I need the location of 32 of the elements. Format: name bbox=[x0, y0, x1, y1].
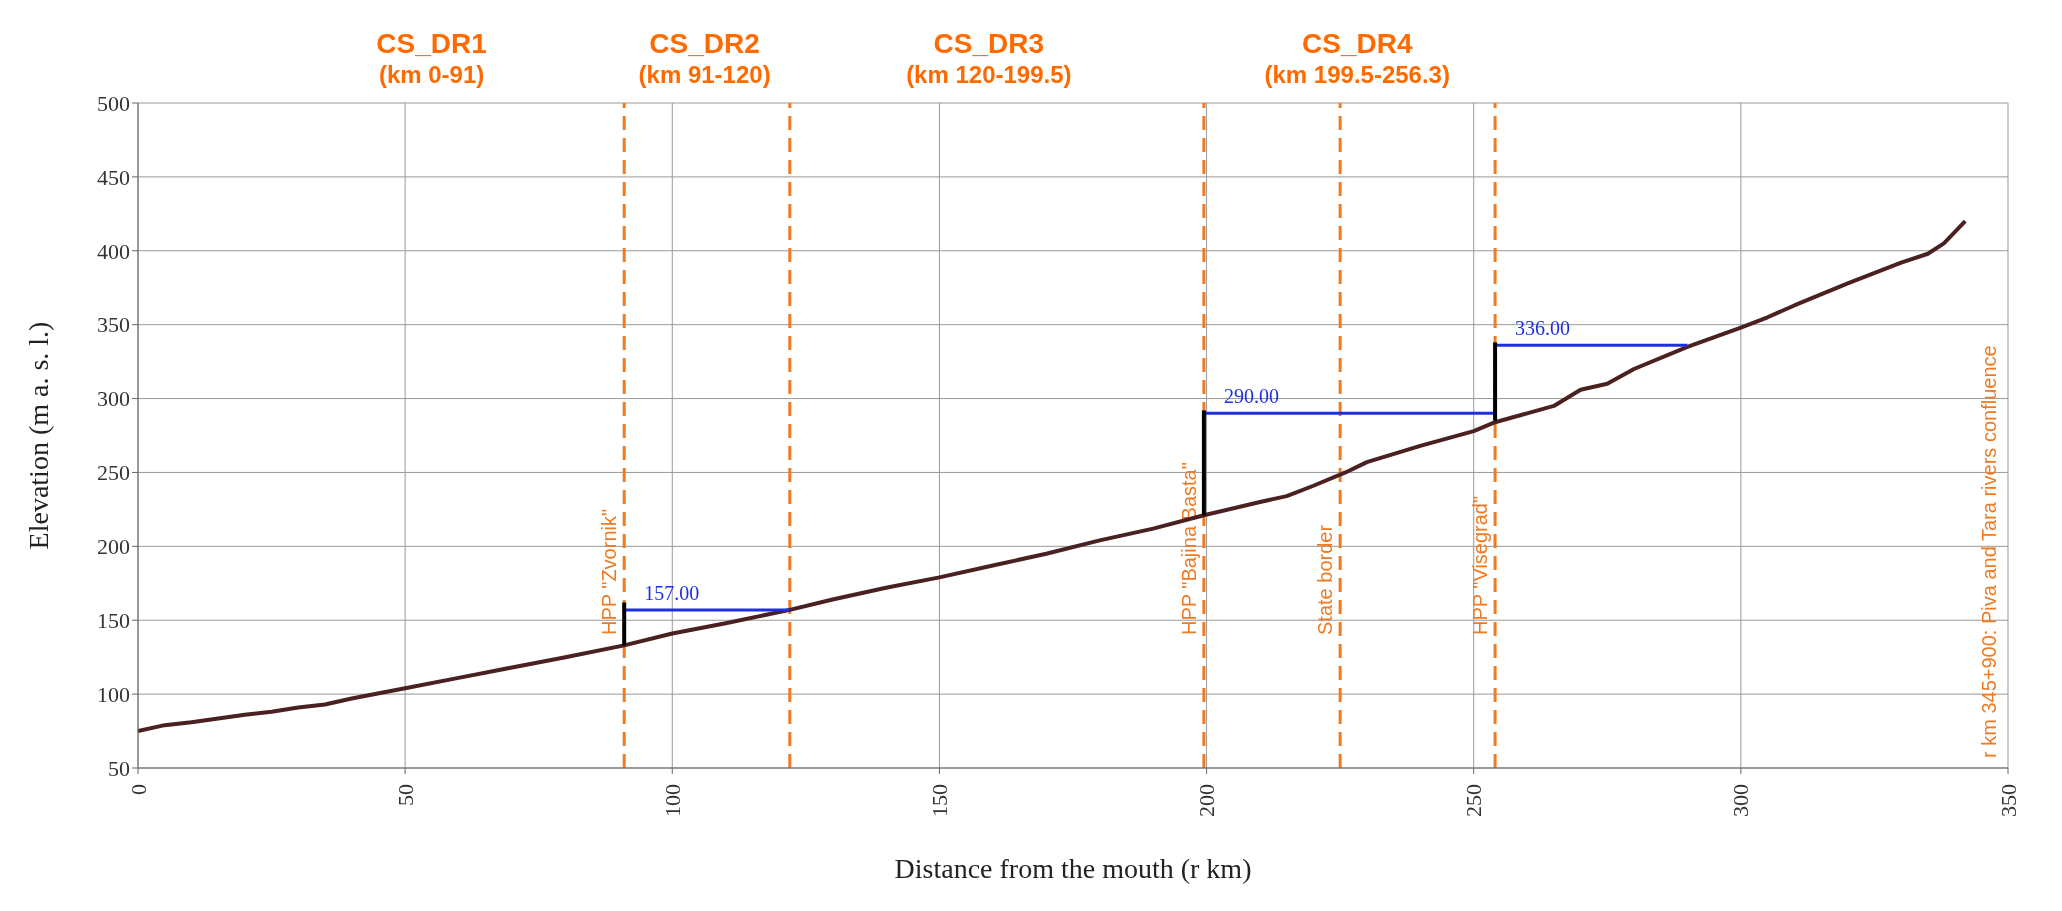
data-label: 290.00 bbox=[1223, 385, 1279, 408]
data-label: 336.00 bbox=[1515, 317, 1571, 340]
text: CS_DR1 (km 0-91) bbox=[376, 28, 487, 88]
text: CS_DR3 (km 120-199.5) bbox=[906, 28, 1072, 88]
x-tick-label: 50 bbox=[392, 784, 418, 806]
ref-line-label: HPP "Visegrad" bbox=[1469, 495, 1492, 635]
x-tick-label: 100 bbox=[659, 784, 685, 817]
x-tick-label: 300 bbox=[1728, 784, 1754, 817]
x-tick-label: 200 bbox=[1194, 784, 1220, 817]
x-tick-label: 350 bbox=[1995, 784, 2021, 817]
text: CS_DR4 (km 199.5-256.3) bbox=[1264, 28, 1450, 88]
y-tick-label: 450 bbox=[97, 164, 130, 190]
y-tick-label: 250 bbox=[97, 460, 130, 486]
data-label: 157.00 bbox=[644, 581, 700, 604]
y-tick-label: 300 bbox=[97, 386, 130, 412]
ref-line-label: State border bbox=[1314, 524, 1337, 635]
line-series bbox=[138, 219, 1968, 734]
y-axis-title: Elevation (m a. s. l.) bbox=[22, 321, 54, 550]
y-tick-label: 50 bbox=[108, 755, 130, 781]
y-tick-label: 100 bbox=[97, 681, 130, 707]
x-axis-title: Distance from the mouth (r km) bbox=[894, 853, 1252, 884]
y-tick-label: 400 bbox=[97, 238, 130, 264]
x-tick-label: 150 bbox=[926, 784, 952, 817]
x-tick-label: 250 bbox=[1461, 784, 1487, 817]
ref-line-label: HPP "Zvornik" bbox=[598, 508, 621, 635]
y-tick-label: 200 bbox=[97, 534, 130, 560]
text: CS_DR2 (km 91-120) bbox=[638, 28, 771, 88]
y-tick-label: 500 bbox=[97, 90, 130, 116]
annotation: r km 345+900: Piva and Tara rivers confluence bbox=[1978, 345, 2000, 758]
y-tick-label: 150 bbox=[97, 608, 130, 634]
y-tick-label: 350 bbox=[97, 312, 130, 338]
x-tick-label: 0 bbox=[125, 784, 151, 795]
